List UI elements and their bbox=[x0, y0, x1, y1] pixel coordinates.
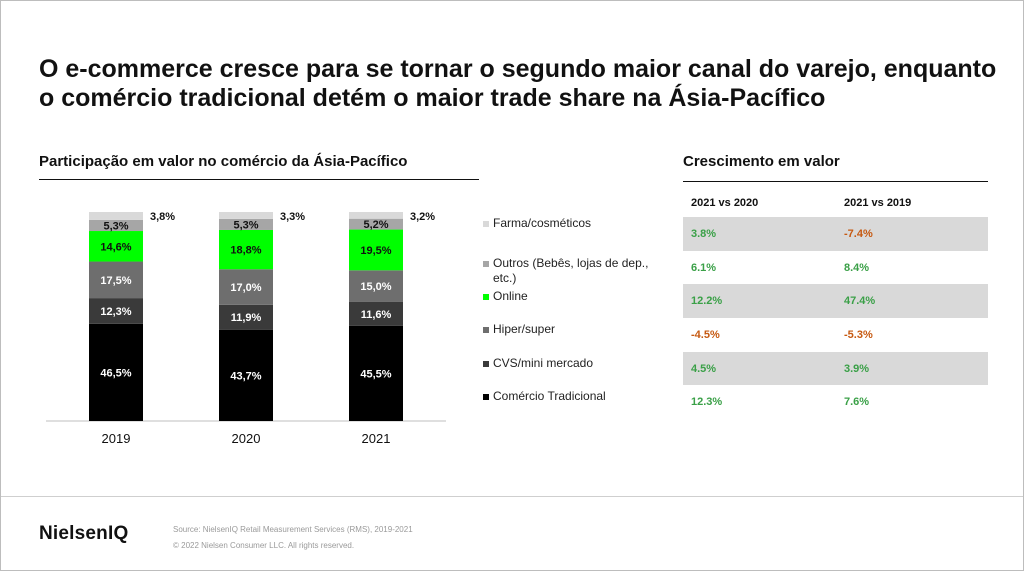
table-row: -4.5% -5.3% bbox=[683, 318, 988, 352]
table-cell: -5.3% bbox=[844, 328, 873, 341]
growth-header-row: 2021 vs 2020 2021 vs 2019 bbox=[683, 189, 988, 217]
data-label: 17,5% bbox=[100, 275, 131, 287]
bar-segment bbox=[349, 270, 403, 302]
data-label: 3,8% bbox=[150, 211, 175, 223]
bar-segment bbox=[349, 229, 403, 271]
table-cell: 3.8% bbox=[683, 217, 836, 251]
table-cell: 6.1% bbox=[691, 261, 717, 274]
legend-item-tradicional: Comércio Tradicional bbox=[483, 389, 653, 404]
legend-swatch-farma bbox=[483, 221, 489, 227]
bar-segment bbox=[349, 212, 403, 219]
table-cell: 47.4% bbox=[836, 284, 988, 319]
source-text: Source: NielsenIQ Retail Measurement Ser… bbox=[173, 525, 413, 534]
data-label: 17,0% bbox=[230, 282, 261, 294]
legend-swatch-hiper bbox=[483, 327, 489, 333]
x-tick-label: 2020 bbox=[232, 431, 261, 446]
bar-segment bbox=[219, 304, 273, 330]
bar-segment bbox=[219, 218, 273, 230]
bar-segment bbox=[349, 325, 403, 421]
bar-segment bbox=[89, 231, 143, 262]
table-cell: 8.4% bbox=[844, 261, 870, 274]
table-cell: 4.5% bbox=[683, 351, 836, 386]
bar-segment bbox=[89, 298, 143, 324]
data-label: 5,3% bbox=[233, 219, 258, 231]
legend-item-farma: Farma/cosméticos bbox=[483, 216, 653, 231]
bar-segment bbox=[349, 301, 403, 326]
table-cell: 7.6% bbox=[844, 396, 870, 409]
data-label: 11,9% bbox=[231, 312, 262, 324]
data-label: 3,3% bbox=[280, 211, 305, 223]
x-tick-label: 2021 bbox=[362, 431, 391, 446]
legend-label: Farma/cosméticos bbox=[493, 216, 592, 230]
table-row: 3.8% -7.4% bbox=[683, 217, 988, 251]
page-title: O e-commerce cresce para se tornar o seg… bbox=[39, 55, 997, 112]
growth-divider bbox=[683, 181, 988, 182]
source-note: Source: NielsenIQ Retail Measurement Ser… bbox=[173, 522, 413, 554]
data-label: 3,2% bbox=[410, 211, 435, 223]
table-cell: 3.9% bbox=[836, 351, 988, 386]
growth-table-body: 3.8% -7.4% 6.1% 8.4% 12.2% 47.4% -4.5% -5.3% 4.5… bbox=[683, 217, 988, 419]
legend-swatch-outros bbox=[483, 261, 489, 267]
data-label: 14,6% bbox=[100, 241, 131, 253]
table-cell: -4.5% bbox=[691, 328, 720, 341]
table-row: 12.3% 7.6% bbox=[683, 385, 988, 419]
table-row: 4.5% 3.9% bbox=[683, 351, 988, 386]
nielseniq-logo: NielsenIQ bbox=[39, 523, 129, 544]
data-label: 5,2% bbox=[363, 219, 388, 231]
bar-segment bbox=[219, 269, 273, 305]
table-cell: 12.3% bbox=[691, 396, 723, 409]
legend-item-outros: Outros (Bebês, lojas de dep., etc.) bbox=[483, 256, 653, 286]
bar-segment bbox=[219, 212, 273, 219]
chart-subtitle: Participação em valor no comércio da Ási… bbox=[39, 153, 408, 170]
growth-title: Crescimento em valor bbox=[683, 153, 840, 170]
legend-swatch-tradicional bbox=[483, 394, 489, 400]
bar-segment bbox=[89, 323, 143, 421]
data-label: 12,3% bbox=[100, 306, 131, 318]
table-cell: 12.2% bbox=[683, 284, 836, 319]
column-header: 2021 vs 2020 bbox=[691, 197, 759, 209]
table-row: 12.2% 47.4% bbox=[683, 284, 988, 319]
column-header: 2021 vs 2019 bbox=[844, 197, 912, 209]
data-label: 18,8% bbox=[230, 245, 261, 257]
bar-segment bbox=[219, 329, 273, 421]
footer-divider bbox=[1, 496, 1023, 497]
legend-swatch-online bbox=[483, 294, 489, 300]
data-label: 45,5% bbox=[360, 368, 391, 380]
growth-table: 2021 vs 2020 2021 vs 2019 3.8% -7.4% 6.1% 8… bbox=[683, 189, 988, 419]
table-cell: -7.4% bbox=[836, 217, 988, 251]
bar-segment bbox=[89, 261, 143, 299]
legend-label: Outros (Bebês, lojas de dep., etc.) bbox=[493, 256, 649, 285]
bar-segment bbox=[89, 219, 143, 232]
bar-segment bbox=[89, 212, 143, 220]
data-label: 15,0% bbox=[360, 281, 391, 293]
data-label: 19,5% bbox=[360, 245, 391, 257]
x-tick-label: 2019 bbox=[102, 431, 131, 446]
table-row: 6.1% 8.4% bbox=[683, 251, 988, 285]
copyright-text: © 2022 Nielsen Consumer LLC. All rights … bbox=[173, 541, 355, 550]
data-label: 46,5% bbox=[100, 367, 131, 379]
bar-segment bbox=[349, 218, 403, 230]
legend-label: CVS/mini mercado bbox=[493, 356, 594, 370]
legend-swatch-cvs bbox=[483, 361, 489, 367]
subtitle-divider bbox=[39, 179, 479, 180]
legend-label: Hiper/super bbox=[493, 322, 556, 336]
legend-item-online: Online bbox=[483, 289, 653, 304]
data-label: 43,7% bbox=[230, 370, 261, 382]
legend-item-cvs: CVS/mini mercado bbox=[483, 356, 653, 371]
legend-label: Online bbox=[493, 289, 528, 303]
legend-item-hiper: Hiper/super bbox=[483, 322, 653, 337]
data-label: 5,3% bbox=[103, 220, 128, 232]
bar-segment bbox=[219, 229, 273, 270]
data-label: 11,6% bbox=[361, 309, 392, 321]
legend-label: Comércio Tradicional bbox=[493, 389, 606, 403]
